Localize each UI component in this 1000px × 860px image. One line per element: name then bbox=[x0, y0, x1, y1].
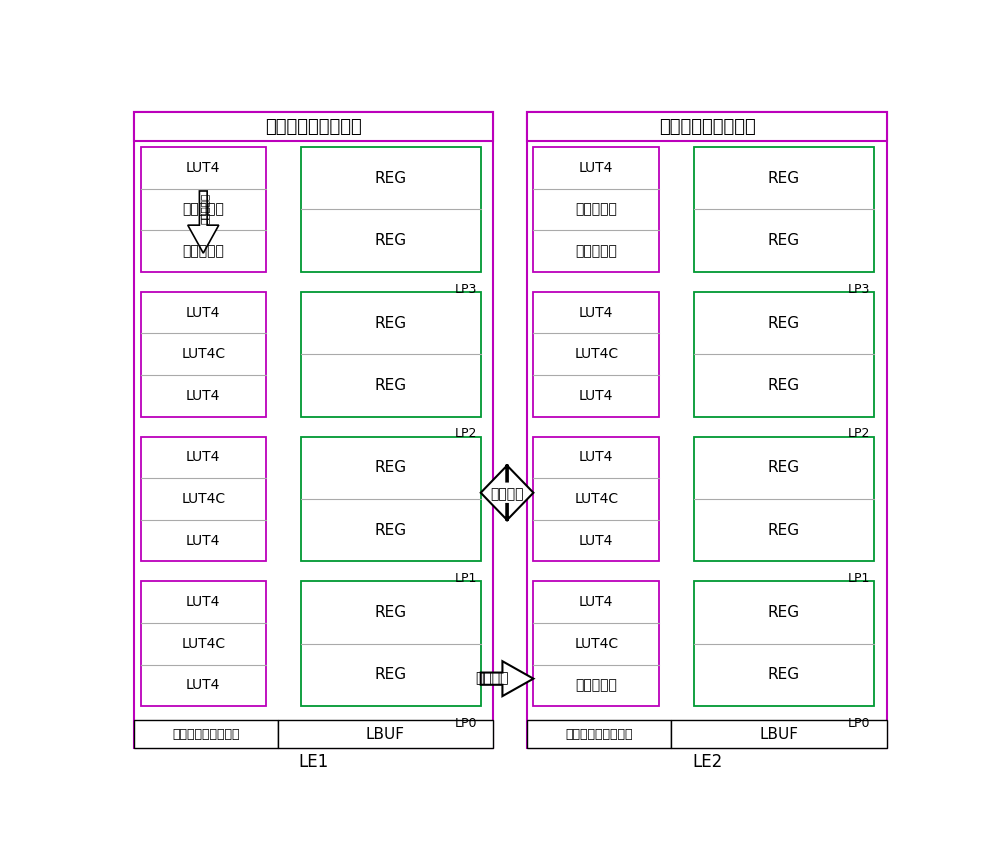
Bar bbox=[140, 581, 266, 706]
Text: REG: REG bbox=[768, 378, 800, 393]
Text: LUT4: LUT4 bbox=[579, 389, 613, 402]
Bar bbox=[140, 292, 266, 416]
Text: REG: REG bbox=[768, 171, 800, 186]
Text: REG: REG bbox=[768, 233, 800, 249]
Bar bbox=[301, 147, 481, 272]
Text: LUT4: LUT4 bbox=[186, 389, 220, 402]
Bar bbox=[527, 113, 887, 748]
Text: LP0: LP0 bbox=[454, 717, 477, 730]
Polygon shape bbox=[481, 464, 533, 521]
Text: LP0: LP0 bbox=[847, 717, 870, 730]
Text: LUT4: LUT4 bbox=[186, 305, 220, 320]
Text: LUT4: LUT4 bbox=[579, 451, 613, 464]
Text: LUT4: LUT4 bbox=[186, 451, 220, 464]
Bar bbox=[301, 292, 481, 416]
Text: 快速跳跃进位链输出: 快速跳跃进位链输出 bbox=[265, 118, 362, 136]
Text: LUT4: LUT4 bbox=[186, 679, 220, 692]
Text: LUT4: LUT4 bbox=[579, 595, 613, 609]
Bar bbox=[533, 437, 659, 562]
Text: LP1: LP1 bbox=[454, 572, 477, 585]
Text: LUT4: LUT4 bbox=[579, 161, 613, 175]
Text: REG: REG bbox=[768, 316, 800, 330]
Text: 外部交换: 外部交换 bbox=[490, 488, 524, 501]
Text: LUT4: LUT4 bbox=[186, 161, 220, 175]
Text: LUT4C: LUT4C bbox=[574, 492, 618, 506]
Bar bbox=[134, 113, 493, 748]
Text: LUT4: LUT4 bbox=[579, 305, 613, 320]
Text: REG: REG bbox=[375, 316, 407, 330]
Text: 局部移动区: 局部移动区 bbox=[200, 193, 210, 224]
Text: LUT4C: LUT4C bbox=[181, 347, 225, 361]
Text: LBUF: LBUF bbox=[759, 727, 798, 741]
Text: LUT4: LUT4 bbox=[186, 595, 220, 609]
Text: LUT4: LUT4 bbox=[186, 533, 220, 548]
Text: LE2: LE2 bbox=[692, 752, 722, 771]
Bar bbox=[278, 720, 493, 748]
Bar bbox=[301, 581, 481, 706]
Text: REG: REG bbox=[768, 605, 800, 620]
Text: LP1: LP1 bbox=[847, 572, 870, 585]
Bar bbox=[527, 113, 887, 141]
Text: REG: REG bbox=[768, 460, 800, 476]
Text: REG: REG bbox=[375, 233, 407, 249]
Text: LBUF: LBUF bbox=[366, 727, 405, 741]
Text: 未使用位置: 未使用位置 bbox=[575, 679, 617, 692]
Text: LP2: LP2 bbox=[847, 427, 870, 440]
Text: REG: REG bbox=[375, 605, 407, 620]
Text: REG: REG bbox=[375, 378, 407, 393]
Text: LE1: LE1 bbox=[299, 752, 329, 771]
Text: LUT4C: LUT4C bbox=[181, 636, 225, 651]
Bar bbox=[533, 292, 659, 416]
Bar bbox=[694, 437, 874, 562]
Text: LUT4C: LUT4C bbox=[181, 492, 225, 506]
Bar bbox=[527, 720, 671, 748]
Text: 外部移动: 外部移动 bbox=[475, 672, 508, 685]
Text: LUT4C: LUT4C bbox=[574, 347, 618, 361]
Text: LP3: LP3 bbox=[847, 283, 870, 296]
Text: 快速跳跃进位链输入: 快速跳跃进位链输入 bbox=[565, 728, 633, 740]
Bar bbox=[533, 581, 659, 706]
Text: LP3: LP3 bbox=[454, 283, 477, 296]
Bar bbox=[533, 147, 659, 272]
Text: REG: REG bbox=[375, 171, 407, 186]
Bar bbox=[134, 720, 278, 748]
Text: 未使用位置: 未使用位置 bbox=[575, 244, 617, 258]
Bar bbox=[140, 147, 266, 272]
Text: 快速跳跃进位链输出: 快速跳跃进位链输出 bbox=[659, 118, 755, 136]
Polygon shape bbox=[481, 661, 533, 696]
Bar bbox=[671, 720, 887, 748]
Text: 未使用位置: 未使用位置 bbox=[182, 244, 224, 258]
Text: 快速跳跃进位链输入: 快速跳跃进位链输入 bbox=[172, 728, 240, 740]
Text: REG: REG bbox=[768, 667, 800, 683]
Polygon shape bbox=[188, 191, 219, 253]
Text: REG: REG bbox=[375, 460, 407, 476]
Text: REG: REG bbox=[375, 523, 407, 538]
Bar bbox=[140, 437, 266, 562]
Text: 未使用位置: 未使用位置 bbox=[182, 202, 224, 217]
Bar bbox=[694, 292, 874, 416]
Bar bbox=[694, 581, 874, 706]
Text: REG: REG bbox=[375, 667, 407, 683]
Bar bbox=[301, 437, 481, 562]
Bar bbox=[694, 147, 874, 272]
Text: LP2: LP2 bbox=[454, 427, 477, 440]
Text: LUT4C: LUT4C bbox=[574, 636, 618, 651]
Text: REG: REG bbox=[768, 523, 800, 538]
Text: 未使用位置: 未使用位置 bbox=[575, 202, 617, 217]
Text: LUT4: LUT4 bbox=[579, 533, 613, 548]
Bar bbox=[134, 113, 493, 141]
